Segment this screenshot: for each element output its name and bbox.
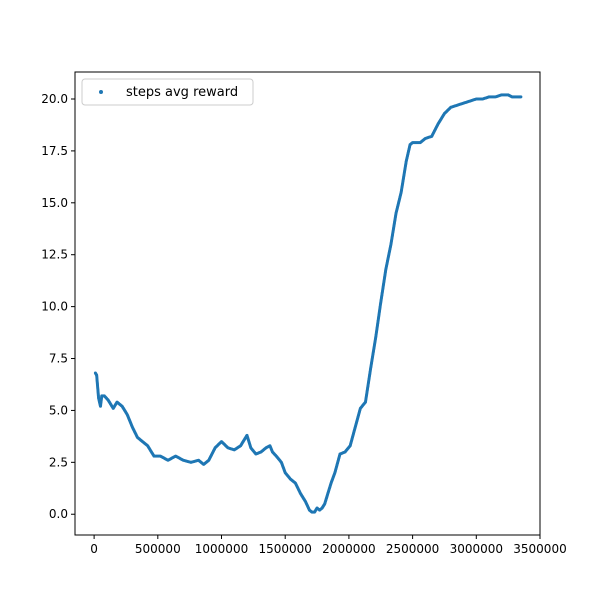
- y-tick-label: 0.0: [49, 507, 68, 521]
- x-tick-label: 500000: [135, 542, 181, 556]
- x-tick-label: 0: [90, 542, 98, 556]
- x-tick-label: 2500000: [386, 542, 439, 556]
- y-tick-label: 2.5: [49, 455, 68, 469]
- y-tick-label: 20.0: [41, 92, 68, 106]
- data-point: [519, 95, 523, 99]
- y-tick-label: 7.5: [49, 352, 68, 366]
- y-tick-label: 5.0: [49, 403, 68, 417]
- x-tick-label: 2000000: [322, 542, 375, 556]
- x-tick-label: 1500000: [258, 542, 311, 556]
- y-axis: 0.0 2.5 5.0 7.5 10.0 12.5 15.0 17.5 20.0: [41, 92, 75, 521]
- x-tick-label: 1000000: [195, 542, 248, 556]
- legend-label: steps avg reward: [126, 85, 238, 100]
- y-tick-label: 15.0: [41, 196, 68, 210]
- legend: steps avg reward: [81, 78, 254, 106]
- x-tick-label: 3500000: [513, 542, 566, 556]
- legend-box: [81, 78, 254, 106]
- data-points: [93, 93, 523, 514]
- plot-area: [74, 71, 541, 536]
- x-axis: 0 500000 1000000 1500000 2000000 2500000 30000…: [90, 535, 567, 556]
- y-tick-label: 10.0: [41, 300, 68, 314]
- legend-marker: [99, 90, 103, 94]
- y-tick-label: 12.5: [41, 248, 68, 262]
- x-tick-label: 3000000: [450, 542, 503, 556]
- y-tick-label: 17.5: [41, 144, 68, 158]
